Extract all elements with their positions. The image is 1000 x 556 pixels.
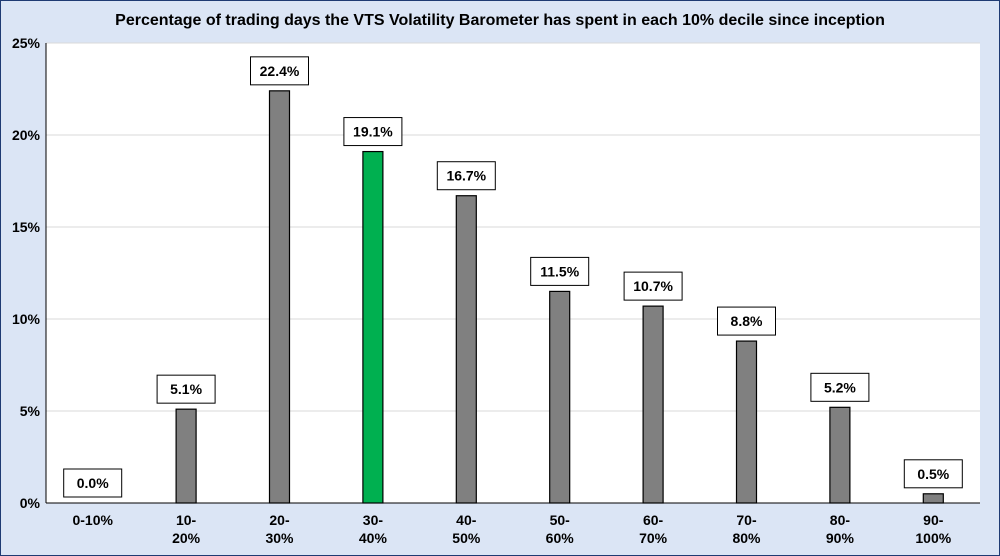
bar [829,406,851,504]
y-tick-label: 15% [12,219,41,235]
x-tick-label: 20- [269,512,290,528]
data-label-box [436,161,496,191]
x-tick-label: 60% [546,530,575,546]
x-tick-label: 70% [639,530,668,546]
data-label: 8.8% [731,313,763,329]
y-tick-label: 20% [12,127,41,143]
x-tick-label: 90- [923,512,944,528]
bar [549,290,571,504]
y-tick-label: 5% [20,403,41,419]
data-label-box [63,468,123,498]
x-tick-label: 50% [452,530,481,546]
data-label-box [250,56,309,86]
x-tick-label: 40- [456,512,477,528]
data-label: 11.5% [540,263,579,279]
plot-area [46,43,980,503]
data-label: 5.2% [824,379,856,395]
data-label-box [810,372,870,402]
bar [268,90,291,504]
x-tick-label: 100% [915,530,951,546]
chart-title: Percentage of trading days the VTS Volat… [115,12,885,29]
data-label: 22.4% [260,63,300,79]
x-tick-label: 30% [265,530,294,546]
data-label-box [343,117,403,147]
x-tick-label: 30- [363,512,384,528]
bar [455,195,477,504]
data-label: 16.7% [446,168,486,184]
data-label-box [717,306,776,336]
bar [175,408,197,504]
x-tick-label: 10- [176,512,197,528]
x-tick-label: 40% [359,530,388,546]
bar [642,305,664,504]
data-label: 19.1% [353,124,393,140]
x-tick-label: 90% [826,530,855,546]
bar [922,493,944,504]
data-label-box [903,459,963,489]
x-tick-label: 0-10% [72,512,113,528]
bar [362,150,384,504]
data-label: 0.5% [917,466,949,482]
x-tick-label: 20% [172,530,201,546]
x-tick-label: 50- [550,512,571,528]
data-label: 10.7% [633,278,673,294]
y-tick-label: 0% [20,495,41,511]
bar [735,340,758,504]
data-label: 5.1% [170,381,202,397]
x-tick-label: 80- [830,512,851,528]
data-label: 0.0% [77,475,109,491]
data-label-box [623,271,683,301]
x-tick-label: 80% [732,530,761,546]
x-tick-label: 70- [736,512,757,528]
x-tick-label: 60- [643,512,664,528]
y-tick-label: 25% [12,35,41,51]
data-label-box [530,256,590,286]
data-label-box [156,374,216,404]
y-tick-label: 10% [12,311,41,327]
